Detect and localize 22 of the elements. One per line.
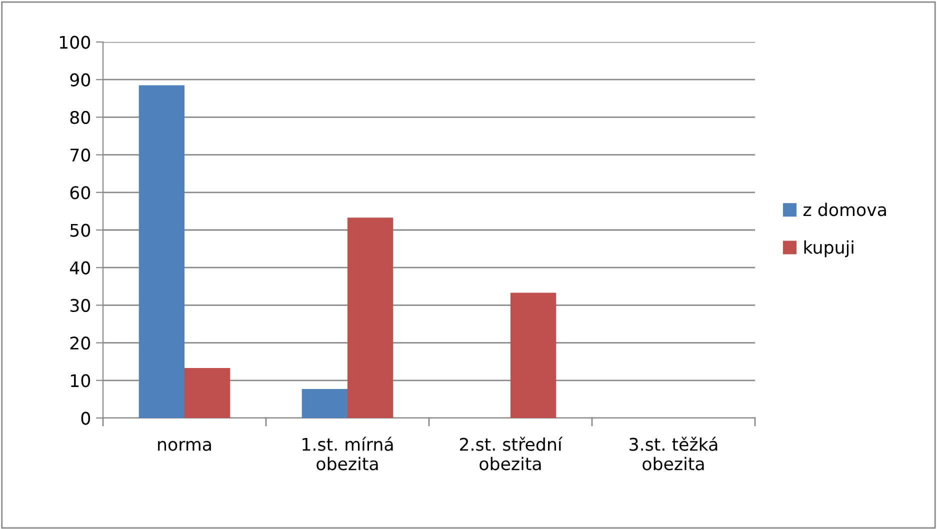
- y-tick-label: 70: [70, 148, 90, 162]
- x-tick-label: norma: [158, 440, 211, 451]
- x-tick-label: 2.st. střední obezita: [460, 436, 563, 470]
- legend-label: kupuji: [804, 240, 854, 258]
- y-tick-label: 20: [70, 336, 90, 350]
- x-tick-label: 3.st. těžká obezita: [630, 436, 718, 470]
- y-tick-label: 90: [70, 73, 90, 86]
- bar: [510, 292, 556, 418]
- x-tick-label: 1.st. mírná obezita: [302, 436, 393, 470]
- y-tick-label: 40: [70, 261, 90, 274]
- y-tick-label: 60: [70, 186, 90, 200]
- legend-label: z domova: [804, 202, 886, 216]
- bar: [184, 368, 230, 418]
- y-tick-label: 100: [60, 36, 90, 49]
- y-tick-label: 10: [71, 374, 90, 388]
- y-tick-label: 80: [70, 110, 90, 124]
- y-tick-label: 0: [81, 412, 90, 425]
- y-tick-label: 30: [70, 298, 90, 312]
- bar: [302, 389, 348, 418]
- bar: [348, 218, 394, 418]
- bar: [138, 85, 184, 418]
- y-tick-label: 50: [70, 224, 90, 237]
